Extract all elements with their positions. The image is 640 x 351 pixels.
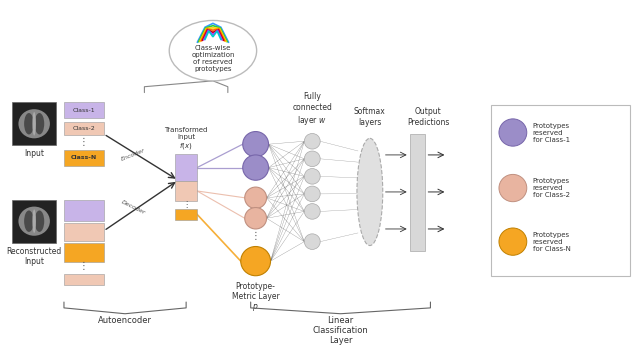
Text: Transformed
Input
$f(x)$: Transformed Input $f(x)$: [164, 127, 208, 151]
FancyBboxPatch shape: [12, 102, 56, 145]
Circle shape: [243, 155, 269, 180]
FancyBboxPatch shape: [64, 122, 104, 135]
Text: Fully
connected
layer $w$: Fully connected layer $w$: [292, 92, 332, 127]
FancyBboxPatch shape: [64, 102, 104, 118]
FancyBboxPatch shape: [410, 134, 426, 251]
Circle shape: [304, 151, 320, 167]
Circle shape: [244, 207, 267, 229]
Text: Output
Predictions: Output Predictions: [407, 107, 450, 127]
Text: Prototypes
reserved
for Class-2: Prototypes reserved for Class-2: [532, 178, 570, 198]
FancyBboxPatch shape: [491, 105, 630, 276]
Ellipse shape: [33, 112, 36, 135]
Text: Decoder: Decoder: [120, 199, 146, 216]
Ellipse shape: [24, 113, 34, 134]
Ellipse shape: [169, 20, 257, 81]
Text: Linear
Classification
Layer: Linear Classification Layer: [313, 316, 369, 345]
Circle shape: [243, 132, 269, 157]
Circle shape: [499, 228, 527, 255]
Text: Prototypes
reserved
for Class-N: Prototypes reserved for Class-N: [532, 232, 571, 252]
Circle shape: [244, 187, 267, 208]
Circle shape: [304, 234, 320, 250]
Text: Class-wise
optimization
of reserved
prototypes: Class-wise optimization of reserved prot…: [191, 45, 235, 72]
Ellipse shape: [35, 211, 44, 232]
Text: Input: Input: [24, 149, 44, 158]
Text: ⋮: ⋮: [79, 261, 89, 271]
Text: Reconstructed
Input: Reconstructed Input: [6, 246, 62, 266]
FancyBboxPatch shape: [64, 200, 104, 221]
Circle shape: [499, 119, 527, 146]
Text: ⋮: ⋮: [251, 231, 260, 241]
Text: Class-1: Class-1: [72, 108, 95, 113]
Circle shape: [304, 168, 320, 184]
FancyBboxPatch shape: [12, 200, 56, 243]
Ellipse shape: [19, 207, 50, 236]
Circle shape: [241, 246, 271, 276]
Text: Encoder: Encoder: [120, 148, 146, 162]
Ellipse shape: [33, 210, 36, 233]
Text: Prototype-
Metric Layer
$p$: Prototype- Metric Layer $p$: [232, 282, 280, 313]
Ellipse shape: [357, 138, 383, 246]
Text: ⋮: ⋮: [79, 137, 89, 147]
Text: Class-N: Class-N: [70, 155, 97, 160]
Text: Softmax
layers: Softmax layers: [354, 107, 386, 127]
Text: Class-2: Class-2: [72, 126, 95, 131]
Circle shape: [304, 186, 320, 202]
FancyBboxPatch shape: [64, 243, 104, 262]
FancyBboxPatch shape: [64, 274, 104, 285]
Ellipse shape: [24, 211, 34, 232]
Ellipse shape: [19, 109, 50, 138]
Text: Autoencoder: Autoencoder: [98, 316, 152, 325]
Circle shape: [304, 204, 320, 219]
FancyBboxPatch shape: [175, 181, 197, 201]
Text: Prototypes
reserved
for Class-1: Prototypes reserved for Class-1: [532, 122, 570, 143]
FancyBboxPatch shape: [64, 223, 104, 241]
FancyBboxPatch shape: [175, 208, 197, 220]
Text: ⋮: ⋮: [182, 200, 190, 209]
Ellipse shape: [35, 113, 44, 134]
Circle shape: [304, 133, 320, 149]
Circle shape: [499, 174, 527, 202]
FancyBboxPatch shape: [175, 154, 197, 181]
FancyBboxPatch shape: [64, 150, 104, 166]
